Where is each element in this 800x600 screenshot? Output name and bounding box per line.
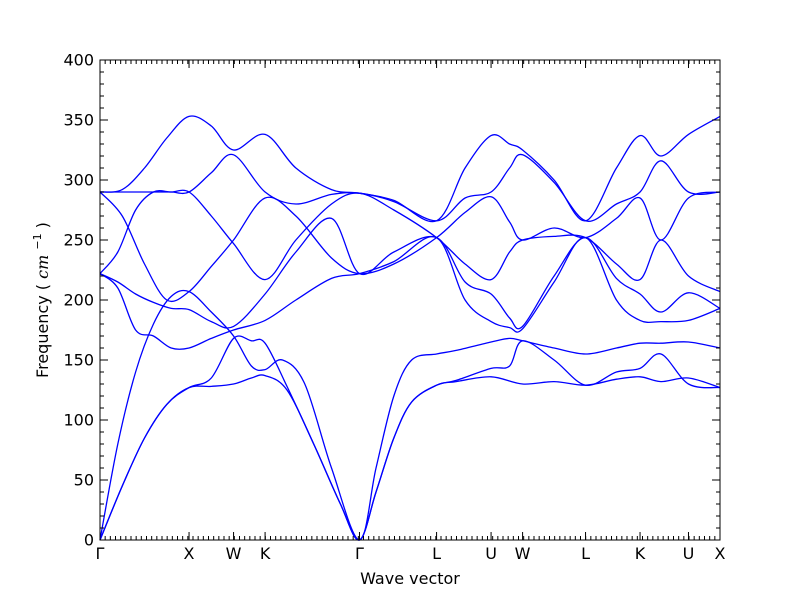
x-tick-label: X xyxy=(184,544,195,563)
x-tick-label: W xyxy=(515,544,531,563)
band-line-2 xyxy=(99,335,721,541)
y-tick-label: 0 xyxy=(84,531,94,550)
y-axis-label-unit: cm xyxy=(33,255,52,279)
x-tick-label: U xyxy=(485,544,497,563)
y-tick-label: 250 xyxy=(63,231,94,250)
band-line-9 xyxy=(99,115,721,223)
band-line-7 xyxy=(99,191,721,303)
x-tick-label: Γ xyxy=(96,544,105,563)
plot-frame xyxy=(99,59,721,541)
x-tick-label: U xyxy=(683,544,695,563)
band-line-6 xyxy=(99,189,721,293)
band-line-3 xyxy=(99,289,721,541)
y-axis-label-close: ) xyxy=(33,222,52,228)
x-tick-label: Γ xyxy=(355,544,364,563)
x-tick-label: W xyxy=(226,544,242,563)
y-axis-label: Frequency ( cm −1 ) xyxy=(26,222,52,378)
x-tick-label: L xyxy=(432,544,441,563)
y-axis-label-exp: −1 xyxy=(31,233,44,249)
x-tick-label: L xyxy=(581,544,590,563)
x-tick-label: X xyxy=(715,544,726,563)
band-line-1 xyxy=(99,374,721,541)
plot-area xyxy=(99,115,721,541)
y-tick-label: 100 xyxy=(63,411,94,430)
y-axis-label-open: ( xyxy=(33,284,52,290)
x-axis-label: Wave vector xyxy=(360,569,460,588)
y-tick-label: 150 xyxy=(63,351,94,370)
y-tick-label: 200 xyxy=(63,291,94,310)
axes xyxy=(99,59,721,541)
band-line-4 xyxy=(99,235,721,350)
y-tick-label: 300 xyxy=(63,171,94,190)
y-tick-label: 50 xyxy=(74,471,94,490)
y-tick-label: 350 xyxy=(63,111,94,130)
band-line-8 xyxy=(99,153,721,222)
x-tick-label: K xyxy=(260,544,271,563)
x-tick-label: K xyxy=(635,544,646,563)
y-axis-label-text: Frequency xyxy=(33,295,52,378)
band-line-5 xyxy=(99,217,721,330)
y-tick-label: 400 xyxy=(63,51,94,70)
